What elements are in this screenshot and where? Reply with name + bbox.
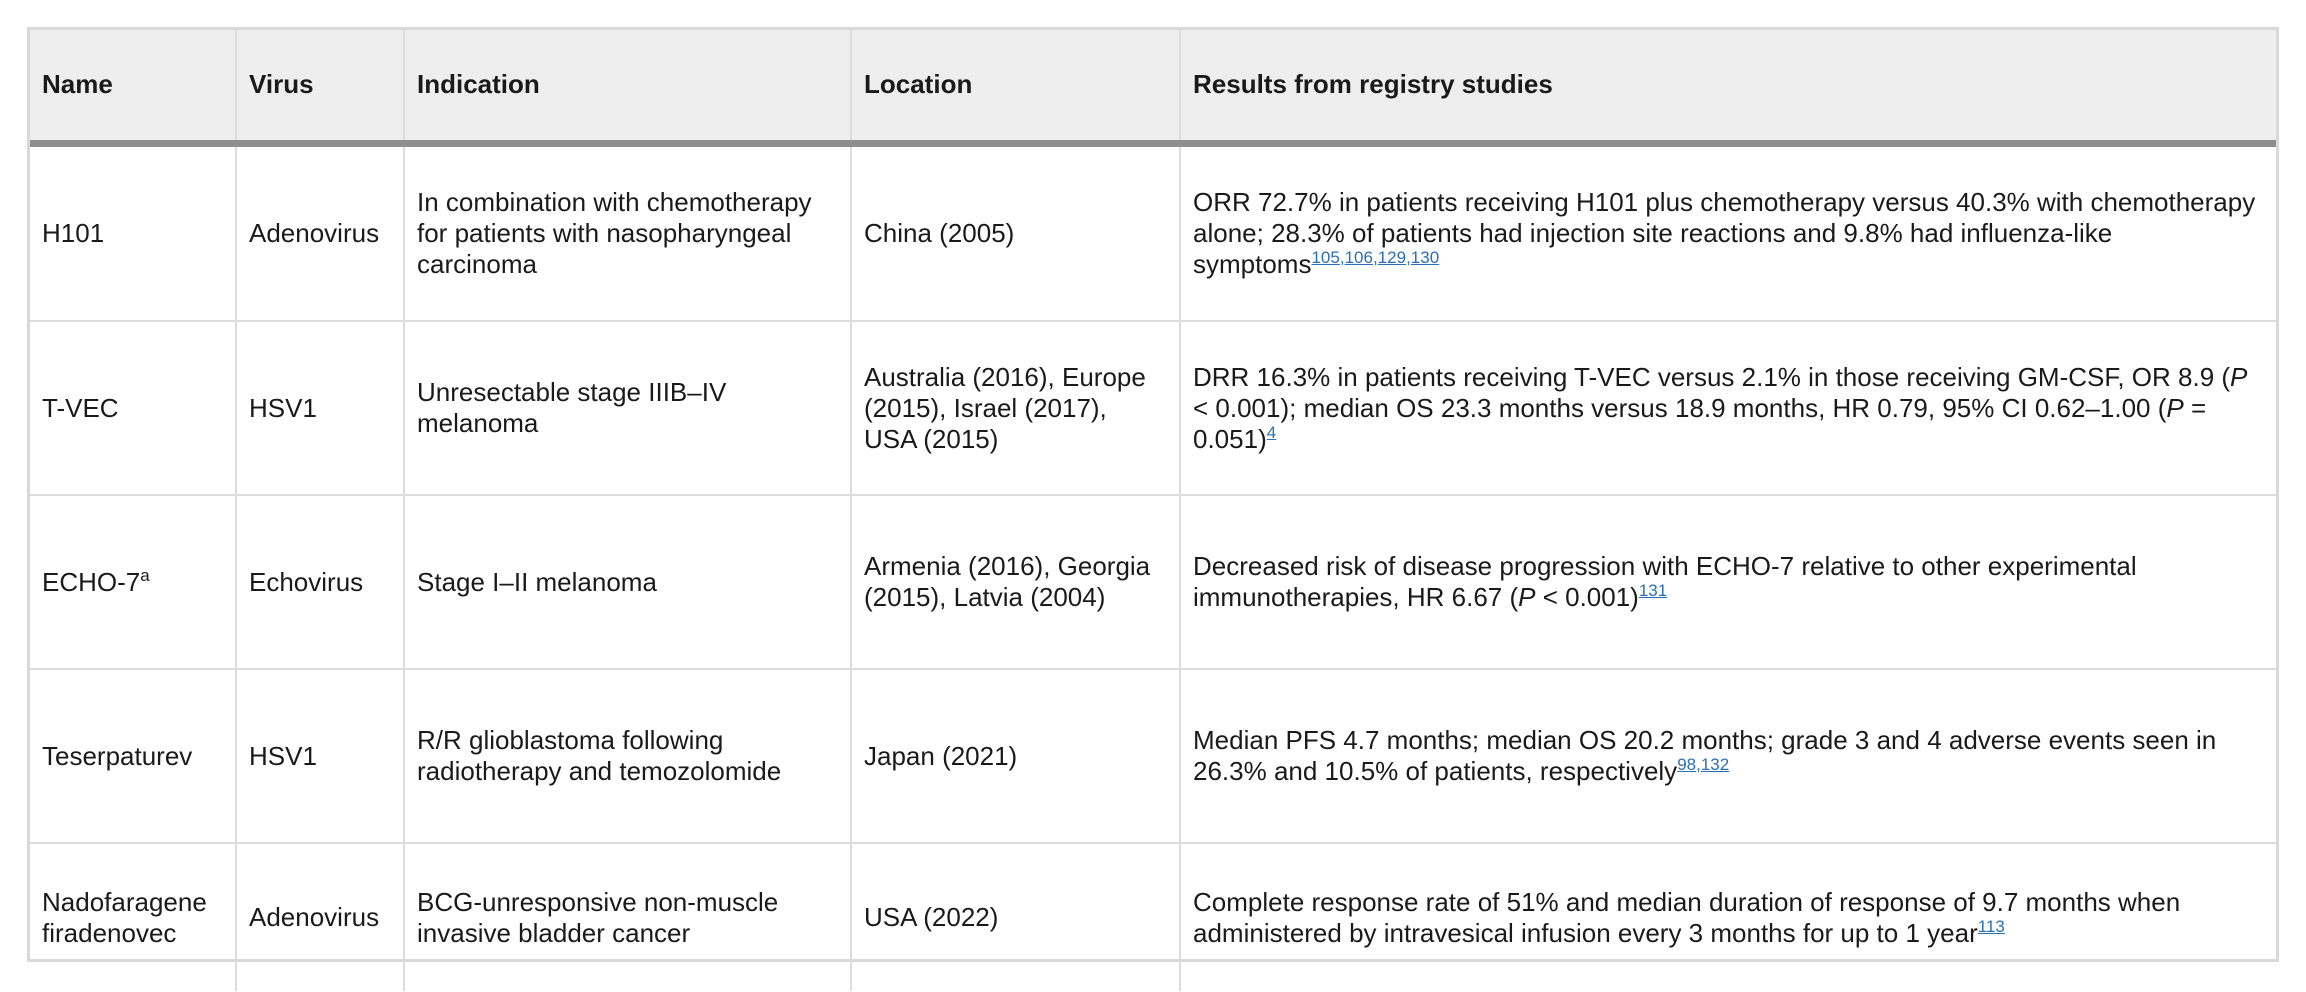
citation-link[interactable]: 129	[1378, 248, 1406, 267]
table-row: H101 Adenovirus In combination with chem…	[30, 143, 2276, 321]
cell-location: Armenia (2016), Georgia (2015), Latvia (…	[851, 495, 1180, 669]
header-location: Location	[851, 30, 1180, 143]
cell-name: T-VEC	[30, 321, 236, 495]
cell-name: H101	[30, 143, 236, 321]
cell-virus: HSV1	[236, 669, 404, 843]
citation-link[interactable]: 131	[1639, 581, 1667, 600]
citation-link[interactable]: 130	[1411, 248, 1439, 267]
cell-location: Australia (2016), Europe (2015), Israel …	[851, 321, 1180, 495]
table-row: T-VEC HSV1 Unresectable stage IIIB–IV me…	[30, 321, 2276, 495]
footnote-marker: a	[140, 566, 149, 585]
cell-indication: BCG-unresponsive non-muscle invasive bla…	[404, 843, 851, 991]
cell-results: ORR 72.7% in patients receiving H101 plu…	[1180, 143, 2276, 321]
citation-link[interactable]: 113	[1978, 917, 2005, 936]
cell-virus: Adenovirus	[236, 143, 404, 321]
header-indication: Indication	[404, 30, 851, 143]
table-header-row: Name Virus Indication Location Results f…	[30, 30, 2276, 143]
cell-virus: HSV1	[236, 321, 404, 495]
cell-indication: Unresectable stage IIIB–IV melanoma	[404, 321, 851, 495]
name-text: ECHO-7	[42, 567, 140, 597]
citation-link[interactable]: 105	[1311, 248, 1339, 267]
cell-results: Median PFS 4.7 months; median OS 20.2 mo…	[1180, 669, 2276, 843]
table-row: Nadofaragene firadenovec Adenovirus BCG-…	[30, 843, 2276, 991]
table-row: ECHO-7a Echovirus Stage I–II melanoma Ar…	[30, 495, 2276, 669]
cell-results: DRR 16.3% in patients receiving T-VEC ve…	[1180, 321, 2276, 495]
cell-location: USA (2022)	[851, 843, 1180, 991]
cell-indication: In combination with chemotherapy for pat…	[404, 143, 851, 321]
citation-link[interactable]: 132	[1701, 755, 1729, 774]
p-value-label: P	[2230, 362, 2247, 392]
citation-link[interactable]: 4	[1267, 423, 1276, 442]
cell-name: ECHO-7a	[30, 495, 236, 669]
header-results: Results from registry studies	[1180, 30, 2276, 143]
registry-table: Name Virus Indication Location Results f…	[30, 30, 2276, 991]
cell-virus: Echovirus	[236, 495, 404, 669]
results-text: < 0.001)	[1535, 582, 1638, 612]
cell-virus: Adenovirus	[236, 843, 404, 991]
table-row: Teserpaturev HSV1 R/R glioblastoma follo…	[30, 669, 2276, 843]
citation-link[interactable]: 106	[1345, 248, 1373, 267]
table-frame: Name Virus Indication Location Results f…	[27, 27, 2279, 962]
results-text: < 0.001); median OS 23.3 months versus 1…	[1193, 393, 2166, 423]
cell-indication: Stage I–II melanoma	[404, 495, 851, 669]
results-text: DRR 16.3% in patients receiving T-VEC ve…	[1193, 362, 2230, 392]
cell-location: Japan (2021)	[851, 669, 1180, 843]
header-name: Name	[30, 30, 236, 143]
results-text: Complete response rate of 51% and median…	[1193, 887, 2180, 948]
citation-link[interactable]: 98	[1677, 755, 1696, 774]
p-value-label: P	[2166, 393, 2183, 423]
header-virus: Virus	[236, 30, 404, 143]
cell-indication: R/R glioblastoma following radiotherapy …	[404, 669, 851, 843]
cell-results: Complete response rate of 51% and median…	[1180, 843, 2276, 991]
p-value-label: P	[1518, 582, 1535, 612]
cell-name: Teserpaturev	[30, 669, 236, 843]
cell-results: Decreased risk of disease progression wi…	[1180, 495, 2276, 669]
cell-location: China (2005)	[851, 143, 1180, 321]
cell-name: Nadofaragene firadenovec	[30, 843, 236, 991]
